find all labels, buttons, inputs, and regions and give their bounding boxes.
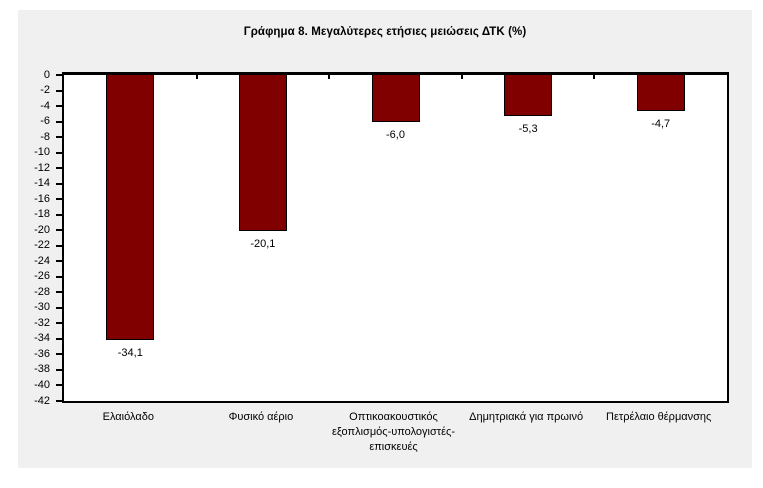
bar-value-label: -20,1 xyxy=(250,238,276,250)
y-tick-mark xyxy=(56,229,62,232)
y-tick-mark xyxy=(56,198,62,201)
y-tick-label: -26 xyxy=(34,270,50,283)
y-tick-mark xyxy=(56,105,62,108)
y-tick-mark xyxy=(56,120,62,123)
y-tick-label: -6 xyxy=(40,115,50,128)
y-tick-mark xyxy=(56,182,62,185)
y-tick-label: -24 xyxy=(34,254,50,267)
y-tick-label: -20 xyxy=(34,223,50,236)
y-tick-mark xyxy=(56,74,62,76)
y-tick-mark xyxy=(56,368,62,371)
bar-value-label: -4,7 xyxy=(651,118,671,131)
bar-value-label: -5,3 xyxy=(518,123,538,136)
y-tick-label: -36 xyxy=(34,347,50,360)
y-tick-mark xyxy=(56,213,62,216)
y-tick-label: -16 xyxy=(34,192,50,205)
y-tick-label: -30 xyxy=(34,301,50,314)
y-tick-mark xyxy=(56,384,62,387)
y-tick-label: -28 xyxy=(34,285,50,298)
y-tick-label: -18 xyxy=(34,208,50,221)
y-tick-label: -14 xyxy=(34,177,50,190)
bar xyxy=(106,75,155,340)
y-tick-label: -32 xyxy=(34,316,50,329)
bar xyxy=(371,75,420,122)
y-tick-mark xyxy=(56,275,62,278)
x-axis-tick-mark xyxy=(460,75,463,79)
y-tick-mark xyxy=(56,291,62,294)
y-axis: 0 -2 -4 -6 -8 -10 -12 -14 -16 -18 -20 -22 -24 -26 -28 -… xyxy=(18,68,62,407)
x-category-label: Δημητριακά για πρωινό xyxy=(469,411,584,423)
y-tick-label: -12 xyxy=(34,161,50,174)
x-axis-tick-mark xyxy=(593,75,596,79)
y-tick-mark xyxy=(56,353,62,356)
x-axis: Ελαιόλαδο Φυσικό αέριο Οπτικοακουστικός εξ… xyxy=(62,410,729,460)
y-tick-label: -10 xyxy=(34,146,50,159)
bar xyxy=(636,75,685,112)
y-tick-mark xyxy=(56,89,62,92)
x-category-label: Πετρέλαιο θέρμανσης xyxy=(606,411,712,423)
y-tick-label: 0 xyxy=(43,68,50,81)
x-axis-tick-mark xyxy=(328,75,331,79)
x-category-label: Φυσικό αέριο xyxy=(228,411,294,423)
y-tick-label: -8 xyxy=(40,130,50,143)
y-tick-mark xyxy=(56,400,62,402)
y-tick-mark xyxy=(56,136,62,139)
y-tick-mark xyxy=(56,244,62,247)
chart-title: Γράφημα 8. Μεγαλύτερες ετήσιες μειώσεις … xyxy=(243,26,527,38)
bar xyxy=(238,75,287,231)
x-axis-tick-mark xyxy=(195,75,198,79)
y-tick-label: -42 xyxy=(34,394,50,407)
bar-value-label: -6,0 xyxy=(386,128,405,141)
chart-panel: Γράφημα 8. Μεγαλύτερες ετήσιες μειώσεις … xyxy=(18,10,752,468)
y-tick-label: -22 xyxy=(34,239,50,252)
y-tick-label: -40 xyxy=(34,378,50,391)
bar xyxy=(504,75,553,117)
y-tick-mark xyxy=(56,151,62,154)
plot-area: -34,1 -20,1 -6,0 -5,3 -4,7 xyxy=(62,72,729,403)
y-tick-mark xyxy=(56,260,62,263)
y-tick-mark xyxy=(56,167,62,170)
x-category-label: Ελαιόλαδο xyxy=(102,411,154,423)
x-category-label: Οπτικοακουστικός εξοπλισμός-υπολογιστές-… xyxy=(332,411,455,453)
y-tick-label: -34 xyxy=(34,332,50,345)
y-tick-label: -4 xyxy=(40,99,50,112)
y-tick-label: -38 xyxy=(34,363,50,376)
y-tick-mark xyxy=(56,322,62,325)
y-tick-mark xyxy=(56,337,62,340)
bar-value-label: -34,1 xyxy=(117,346,143,359)
y-tick-mark xyxy=(56,306,62,309)
y-tick-label: -2 xyxy=(40,84,50,97)
